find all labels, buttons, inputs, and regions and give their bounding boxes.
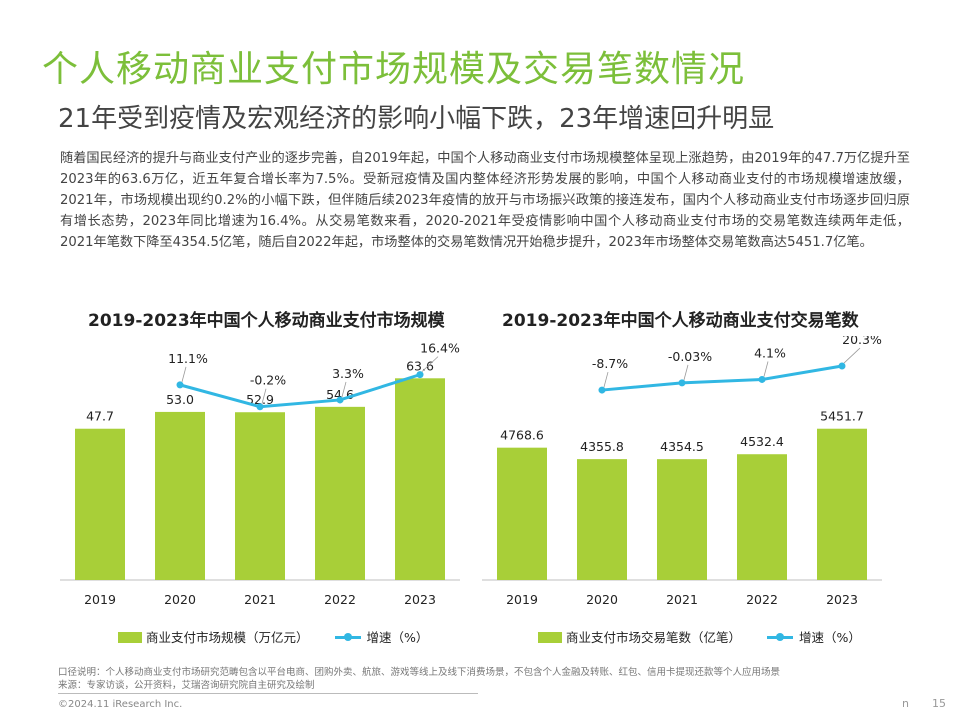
x-tick-label: 2021 (244, 592, 276, 607)
growth-line (179, 373, 421, 409)
growth-leader-line (341, 381, 347, 398)
bar-value-label: 47.7 (86, 409, 114, 424)
body-paragraph: 随着国民经济的提升与商业支付产业的逐步完善，自2019年起，中国个人移动商业支付… (60, 151, 910, 250)
x-tick-label: 2023 (826, 592, 858, 607)
market-size-chart: 47.7201953.0202052.9202154.6202263.62023… (60, 341, 460, 607)
legend-line-label: 增速（%） (366, 630, 429, 645)
growth-leader-line (421, 356, 439, 372)
growth-value-label: -0.03% (668, 349, 712, 364)
legend-bar-swatch (118, 632, 142, 643)
page-subtitle: 21年受到疫情及宏观经济的影响小幅下跌，23年增速回升明显 (58, 104, 775, 134)
page-title: 个人移动商业支付市场规模及交易笔数情况 (42, 49, 746, 90)
growth-value-label: 20.3% (842, 336, 882, 347)
legend-line-swatch (334, 633, 361, 641)
legend-bar-label: 商业支付市场交易笔数（亿笔） (566, 630, 742, 645)
chart-title-transactions: 2019-2023年中国个人移动商业支付交易笔数 (502, 311, 859, 331)
bar-2021 (657, 459, 707, 580)
bar-2022 (737, 454, 787, 580)
growth-point (336, 396, 344, 404)
x-tick-label: 2022 (746, 592, 778, 607)
bar-value-label: 4354.5 (660, 439, 704, 454)
legend-bar-swatch (538, 632, 562, 643)
bar-value-label: 4532.4 (740, 434, 784, 449)
bar-value-label: 4355.8 (580, 439, 624, 454)
growth-leader-line (683, 364, 689, 380)
growth-leader-line (843, 347, 861, 364)
growth-point (598, 386, 606, 394)
note-scope: 口径说明：个人移动商业支付市场研究范畴包含以平台电商、团购外卖、航旅、游戏等线上… (58, 667, 781, 678)
growth-line (601, 364, 843, 392)
growth-value-label: 11.1% (168, 351, 208, 366)
bar-2023 (395, 378, 445, 580)
growth-leader-line (603, 371, 609, 388)
x-tick-label: 2023 (404, 592, 436, 607)
bar-2020 (577, 459, 627, 580)
bar-value-label: 5451.7 (820, 409, 864, 424)
growth-leader-line (181, 366, 187, 382)
x-tick-label: 2019 (506, 592, 538, 607)
x-tick-label: 2022 (324, 592, 356, 607)
bar-2023 (817, 428, 867, 580)
growth-value-label: 16.4% (420, 341, 460, 356)
copyright: ©2024.11 iResearch Inc. (58, 699, 183, 710)
growth-value-label: -0.2% (250, 373, 286, 388)
transaction-count-chart: 4768.6 2019 4355.8 2020 4354.5 2021 4532.4 2022… (482, 336, 882, 607)
x-tick-label: 2021 (666, 592, 698, 607)
bar-2020 (155, 411, 205, 580)
chart-title-market-size: 2019-2023年中国个人移动商业支付市场规模 (88, 311, 445, 331)
bar-2019 (497, 447, 547, 580)
legend-bar-label: 商业支付市场规模（万亿元） (146, 630, 309, 645)
growth-value-label: 3.3% (332, 366, 364, 381)
growth-point (176, 381, 184, 389)
bar-value-label: 4768.6 (500, 428, 544, 443)
x-tick-label: 2020 (164, 592, 196, 607)
footer-divider (58, 693, 478, 694)
bar-value-label: 53.0 (166, 392, 194, 407)
bar-2019 (75, 428, 125, 580)
growth-point (416, 371, 424, 379)
source-note: 口径说明：个人移动商业支付市场研究范畴包含以平台电商、团购外卖、航旅、游戏等线上… (58, 666, 780, 692)
corner-mark: n (902, 697, 909, 710)
bar-2021 (235, 412, 285, 580)
growth-value-label: 4.1% (754, 345, 786, 360)
legend-transactions: 商业支付市场交易笔数（亿笔） 增速（%） (538, 627, 861, 646)
growth-point (256, 403, 264, 411)
page-number: 15 (932, 697, 946, 710)
growth-point (758, 375, 766, 383)
bar-value-label: 63.6 (406, 358, 434, 373)
note-source: 来源：专家访谈，公开资料，艾瑞咨询研究院自主研究及绘制 (58, 680, 315, 691)
legend-line-label: 增速（%） (799, 630, 861, 645)
growth-point (678, 379, 686, 387)
growth-value-label: -8.7% (592, 356, 628, 371)
growth-leader-line (763, 361, 769, 377)
bar-2022 (315, 406, 365, 580)
x-tick-label: 2020 (586, 592, 618, 607)
growth-point (838, 362, 846, 370)
x-tick-label: 2019 (84, 592, 116, 607)
legend-line-swatch (767, 633, 793, 641)
legend-market-size: 商业支付市场规模（万亿元） 增速（%） (118, 627, 428, 646)
growth-leader-line (261, 388, 267, 404)
